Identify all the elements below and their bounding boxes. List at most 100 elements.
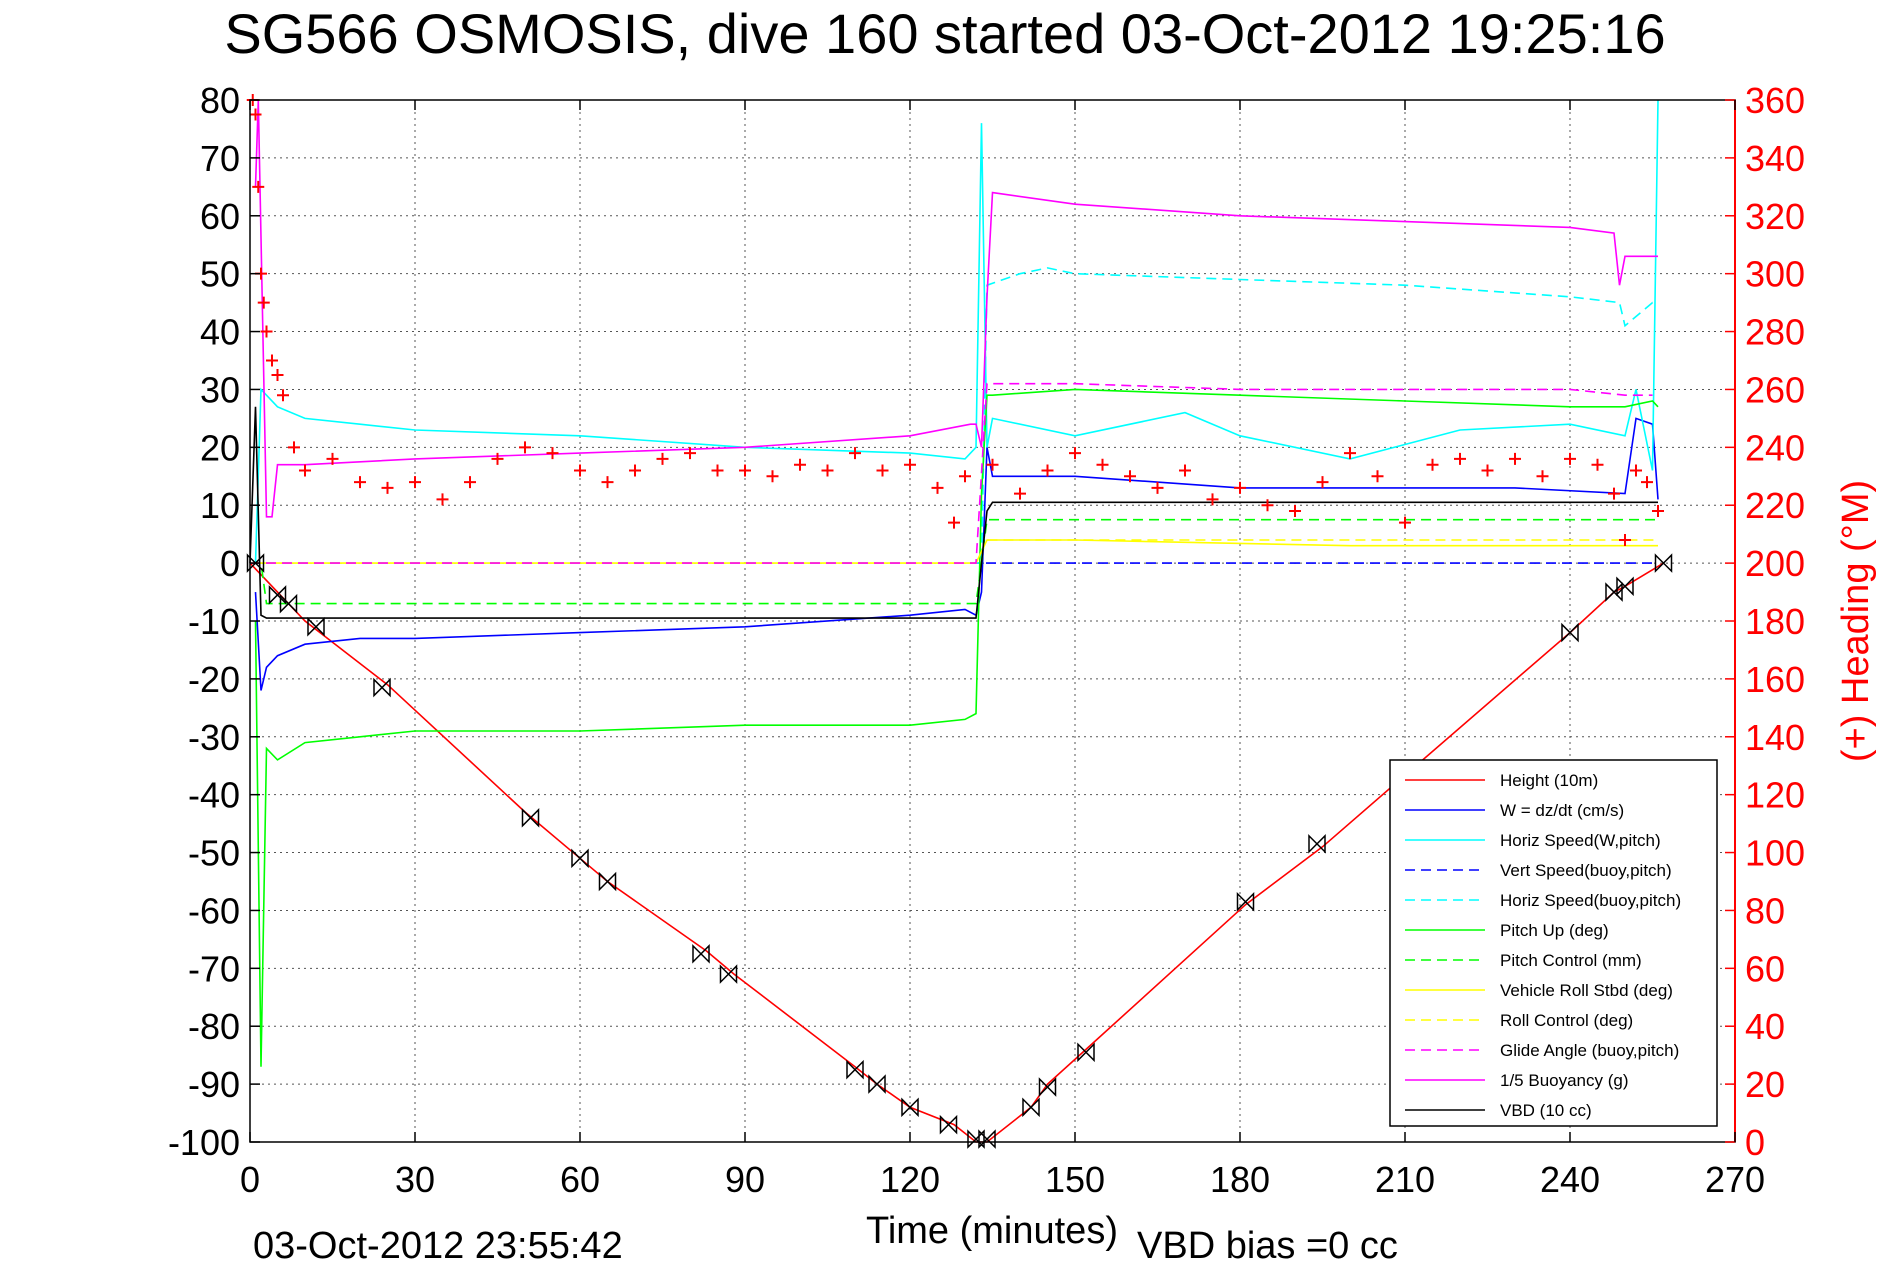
y-tick-label: 10 bbox=[200, 485, 240, 526]
height-marker bbox=[901, 1097, 919, 1118]
height-marker bbox=[868, 1074, 886, 1094]
heading-point bbox=[1234, 481, 1246, 494]
heading-point bbox=[1564, 452, 1576, 465]
height-marker bbox=[1038, 1077, 1057, 1097]
x-tick-label: 210 bbox=[1375, 1159, 1435, 1200]
heading-point bbox=[271, 368, 284, 381]
heading-point bbox=[1454, 452, 1466, 465]
heading-point bbox=[948, 516, 960, 529]
right-axis-label: (+) Heading (°M) bbox=[1835, 480, 1877, 762]
y-right-tick-label: 0 bbox=[1745, 1122, 1765, 1163]
height-marker bbox=[571, 848, 589, 869]
y-tick-label: 50 bbox=[200, 254, 240, 295]
heading-point bbox=[260, 325, 273, 338]
height-marker bbox=[1654, 553, 1673, 573]
heading-point bbox=[574, 464, 586, 477]
x-tick-label: 240 bbox=[1540, 1159, 1600, 1200]
y-right-tick-label: 360 bbox=[1745, 80, 1805, 121]
legend-entry-horiz-speed-buoy-pitch: Horiz Speed(buoy,pitch) bbox=[1500, 891, 1681, 910]
heading-point bbox=[1630, 464, 1642, 477]
height-marker bbox=[692, 944, 710, 964]
heading-point bbox=[1124, 470, 1136, 483]
y-right-tick-label: 120 bbox=[1745, 775, 1805, 816]
y-tick-label: 60 bbox=[200, 196, 240, 237]
heading-point bbox=[1289, 505, 1301, 518]
height-marker bbox=[1077, 1042, 1095, 1063]
series-vbd-10-cc bbox=[249, 406, 1658, 619]
left-axis-ticks: 80 70 60 50 40 30 20 10 0 -10 -20 -30 -40 -50 -60 -70 -8… bbox=[168, 80, 260, 1163]
heading-point bbox=[409, 476, 421, 489]
x-tick-label: 180 bbox=[1210, 1159, 1270, 1200]
x-tick-label: 270 bbox=[1705, 1159, 1765, 1200]
series-vehicle-roll-stbd-deg bbox=[250, 539, 1658, 564]
heading-point bbox=[1151, 481, 1164, 494]
heading-point bbox=[1069, 447, 1081, 460]
heading-point bbox=[821, 464, 834, 477]
y-tick-label: -50 bbox=[188, 833, 240, 874]
x-tick-label: 150 bbox=[1045, 1159, 1105, 1200]
y-right-tick-label: 320 bbox=[1745, 196, 1805, 237]
y-tick-label: -70 bbox=[188, 948, 240, 989]
heading-point bbox=[1316, 476, 1329, 489]
height-marker bbox=[1236, 891, 1255, 912]
footer-vbd-bias: VBD bias =0 cc bbox=[1137, 1225, 1398, 1262]
heading-point bbox=[266, 354, 278, 367]
height-marker bbox=[719, 964, 738, 984]
heading-point bbox=[739, 464, 751, 477]
heading-point bbox=[288, 441, 300, 454]
y-right-tick-label: 80 bbox=[1745, 890, 1785, 931]
height-marker bbox=[279, 593, 298, 614]
x-axis-label: Time (minutes) bbox=[866, 1210, 1118, 1252]
heading-point bbox=[546, 447, 559, 460]
y-right-tick-label: 60 bbox=[1745, 948, 1785, 989]
heading-point bbox=[249, 108, 262, 121]
y-right-tick-label: 200 bbox=[1745, 543, 1805, 584]
legend-entry-height-10m: Height (10m) bbox=[1500, 771, 1598, 790]
height-marker bbox=[846, 1059, 864, 1080]
height-marker bbox=[373, 677, 391, 698]
height-marker bbox=[1022, 1097, 1040, 1118]
height-marker bbox=[307, 616, 325, 637]
series-horiz-speed-w-pitch bbox=[254, 99, 1659, 564]
heading-point bbox=[1206, 493, 1219, 506]
x-tick-label: 120 bbox=[880, 1159, 940, 1200]
heading-point bbox=[1014, 487, 1026, 500]
series-heading bbox=[246, 94, 1664, 546]
series-pitch-up-deg bbox=[254, 388, 1659, 1067]
height-marker bbox=[978, 1129, 996, 1149]
y-right-tick-label: 140 bbox=[1745, 717, 1805, 758]
heading-point bbox=[1426, 458, 1439, 471]
heading-point bbox=[849, 447, 861, 460]
heading-point bbox=[1399, 516, 1411, 529]
y-right-tick-label: 220 bbox=[1745, 485, 1805, 526]
y-right-tick-label: 100 bbox=[1745, 833, 1805, 874]
heading-point bbox=[381, 481, 394, 494]
heading-point bbox=[1179, 464, 1191, 477]
heading-point bbox=[1641, 476, 1653, 489]
series-glide-angle-buoy-pitch bbox=[250, 382, 1653, 564]
heading-point bbox=[986, 458, 999, 471]
heading-point bbox=[354, 476, 366, 489]
legend-entry-horiz-speed-w-pitch: Horiz Speed(W,pitch) bbox=[1500, 831, 1661, 850]
y-tick-label: -80 bbox=[188, 1006, 240, 1047]
heading-point bbox=[299, 464, 311, 477]
legend-entry-1-5-buoyancy-g: 1/5 Buoyancy (g) bbox=[1500, 1071, 1629, 1090]
y-right-tick-label: 160 bbox=[1745, 659, 1805, 700]
heading-point bbox=[629, 464, 641, 477]
y-tick-label: 20 bbox=[200, 427, 240, 468]
heading-point bbox=[931, 481, 944, 494]
heading-point bbox=[436, 493, 449, 506]
heading-point bbox=[1344, 447, 1356, 460]
heading-point bbox=[876, 464, 889, 477]
x-tick-label: 90 bbox=[725, 1159, 765, 1200]
legend-entry-vehicle-roll-stbd-deg: Vehicle Roll Stbd (deg) bbox=[1500, 981, 1673, 1000]
series-w-dz-dt-cm-s bbox=[254, 417, 1659, 691]
chart-title: SG566 OSMOSIS, dive 160 started 03-Oct-2… bbox=[224, 2, 1665, 65]
right-axis-ticks: 3603403203002802602402202001801601401201… bbox=[1725, 80, 1805, 1163]
series-roll-control-deg bbox=[250, 539, 1658, 564]
heading-point bbox=[257, 296, 270, 309]
heading-point bbox=[656, 452, 669, 465]
legend-entry-roll-control-deg: Roll Control (deg) bbox=[1500, 1011, 1633, 1030]
heading-point bbox=[959, 470, 971, 483]
